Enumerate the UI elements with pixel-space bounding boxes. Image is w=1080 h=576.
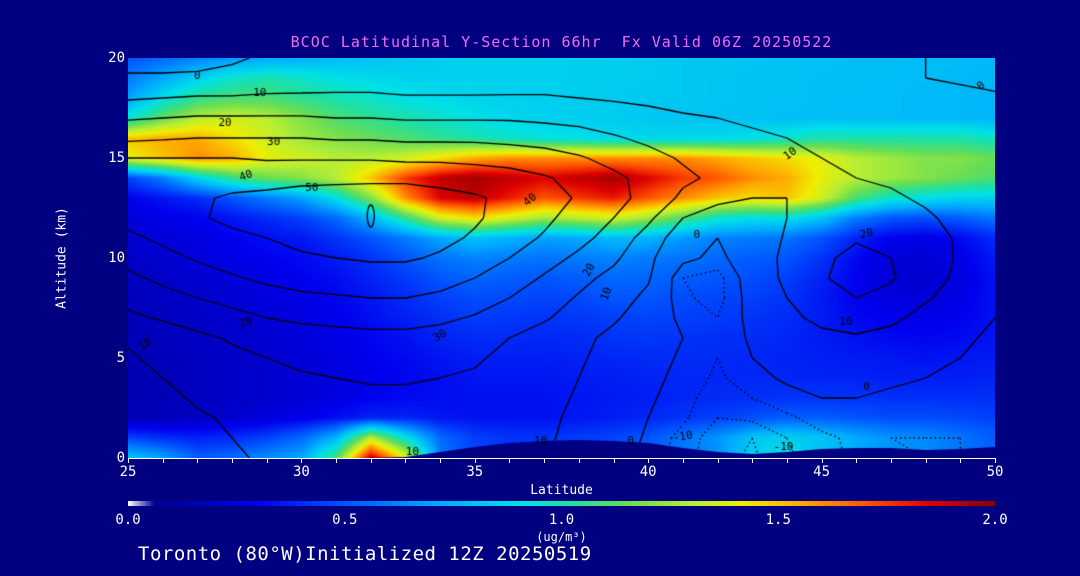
- x-tick-label: 25: [119, 464, 137, 480]
- colorbar-units: (ug/m³): [536, 530, 587, 544]
- y-tick-label: 0: [116, 450, 125, 466]
- y-tick-label: 15: [108, 150, 125, 166]
- colorbar-tick-label: 2.0: [982, 512, 1008, 528]
- x-minor-tick: [890, 459, 892, 463]
- y-tick-label: 5: [116, 350, 125, 366]
- x-minor-tick: [995, 459, 996, 463]
- colorbar: [128, 501, 995, 506]
- footer-text: Toronto (80°W)Initialized 12Z 20250519: [138, 543, 592, 565]
- x-minor-tick: [336, 459, 338, 463]
- x-tick-label: 50: [986, 464, 1004, 480]
- x-minor-tick: [128, 459, 129, 463]
- x-minor-tick: [960, 459, 962, 463]
- x-minor-tick: [474, 459, 476, 463]
- x-minor-tick: [856, 459, 858, 463]
- x-minor-tick: [786, 459, 788, 463]
- x-tick-label: 35: [466, 464, 484, 480]
- x-minor-tick: [925, 459, 927, 463]
- x-minor-tick: [752, 459, 754, 463]
- colorbar-tick-label: 0.0: [115, 512, 141, 528]
- y-tick-label: 20: [108, 50, 125, 66]
- x-axis-line: [128, 458, 996, 459]
- x-minor-tick: [405, 459, 407, 463]
- y-axis-title: Altitude (km): [54, 207, 70, 309]
- x-minor-tick: [197, 459, 199, 463]
- x-minor-tick: [232, 459, 234, 463]
- x-minor-tick: [578, 459, 580, 463]
- x-minor-tick: [266, 459, 268, 463]
- colorbar-tick-label: 0.5: [332, 512, 358, 528]
- x-minor-tick: [613, 459, 615, 463]
- x-minor-tick: [162, 459, 164, 463]
- x-axis-title: Latitude: [530, 483, 593, 498]
- x-minor-tick: [544, 459, 546, 463]
- x-tick-label: 45: [813, 464, 831, 480]
- x-minor-tick: [370, 459, 372, 463]
- colorbar-tick-label: 1.5: [765, 512, 791, 528]
- colorbar-tick-label: 1.0: [548, 512, 575, 528]
- chart-title: BCOC Latitudinal Y-Section 66hr Fx Valid…: [290, 33, 833, 51]
- x-minor-tick: [509, 459, 511, 463]
- x-minor-tick: [440, 459, 442, 463]
- x-minor-tick: [301, 459, 303, 463]
- y-tick-label: 10: [108, 250, 125, 266]
- x-minor-tick: [682, 459, 684, 463]
- x-minor-tick: [717, 459, 719, 463]
- x-minor-tick: [821, 459, 823, 463]
- x-minor-tick: [648, 459, 650, 463]
- contour-plot-canvas: [128, 58, 995, 458]
- x-tick-label: 40: [639, 464, 657, 480]
- x-tick-label: 30: [292, 464, 310, 480]
- plot-area: [128, 58, 995, 458]
